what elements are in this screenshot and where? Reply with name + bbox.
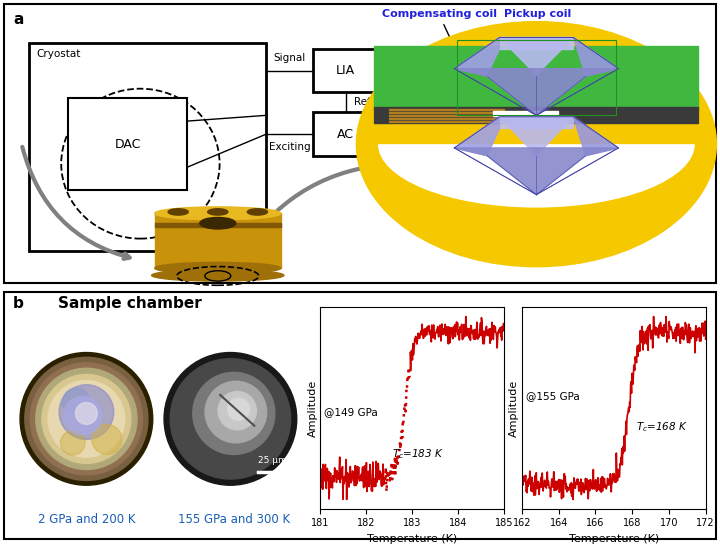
Circle shape xyxy=(92,424,122,454)
Bar xyxy=(389,112,504,113)
Bar xyxy=(374,113,698,114)
Bar xyxy=(374,109,698,110)
Circle shape xyxy=(30,363,143,475)
Text: 25 μm: 25 μm xyxy=(258,456,287,465)
Text: @149 GPa: @149 GPa xyxy=(324,407,378,417)
Bar xyxy=(389,115,504,116)
Text: 2 GPa and 200 K: 2 GPa and 200 K xyxy=(37,513,135,526)
Text: $T_c$=183 K: $T_c$=183 K xyxy=(392,448,444,461)
X-axis label: Temperature (K): Temperature (K) xyxy=(367,534,457,544)
Bar xyxy=(374,121,698,122)
Ellipse shape xyxy=(248,209,268,215)
Polygon shape xyxy=(454,148,618,195)
Text: b: b xyxy=(13,296,24,311)
Polygon shape xyxy=(454,69,618,115)
Ellipse shape xyxy=(356,22,716,267)
Circle shape xyxy=(24,357,148,480)
Circle shape xyxy=(193,372,275,454)
Text: DAC: DAC xyxy=(114,138,141,151)
Bar xyxy=(493,112,558,116)
Circle shape xyxy=(48,381,125,457)
Text: Ref: Ref xyxy=(354,97,371,107)
Polygon shape xyxy=(500,117,573,156)
Text: 155 GPa and 300 K: 155 GPa and 300 K xyxy=(178,513,290,526)
Ellipse shape xyxy=(168,209,189,215)
Text: Exciting: Exciting xyxy=(269,142,310,152)
Bar xyxy=(389,118,504,119)
Wedge shape xyxy=(378,144,695,208)
Text: $T_c$=168 K: $T_c$=168 K xyxy=(636,421,688,435)
Circle shape xyxy=(228,398,250,421)
Ellipse shape xyxy=(155,262,281,274)
Ellipse shape xyxy=(199,218,236,229)
Circle shape xyxy=(76,403,97,424)
Polygon shape xyxy=(500,117,573,128)
Bar xyxy=(374,117,698,119)
Polygon shape xyxy=(500,38,573,75)
Circle shape xyxy=(60,430,85,455)
Circle shape xyxy=(218,392,256,430)
Polygon shape xyxy=(454,117,500,156)
Polygon shape xyxy=(573,38,618,75)
Text: Compensating coil: Compensating coil xyxy=(382,9,497,65)
Bar xyxy=(29,44,266,251)
Text: Exciting coil: Exciting coil xyxy=(598,131,673,218)
Text: Cryostat: Cryostat xyxy=(36,49,81,59)
Ellipse shape xyxy=(155,207,281,220)
Circle shape xyxy=(170,358,291,479)
Polygon shape xyxy=(573,117,618,156)
Polygon shape xyxy=(500,38,573,49)
Bar xyxy=(155,223,281,227)
Text: a: a xyxy=(13,11,23,27)
Circle shape xyxy=(42,374,131,463)
Circle shape xyxy=(20,353,153,485)
Bar xyxy=(374,46,698,109)
Bar xyxy=(68,98,187,190)
Ellipse shape xyxy=(152,270,284,281)
Circle shape xyxy=(63,388,90,416)
Bar xyxy=(313,49,378,92)
Bar xyxy=(457,40,616,115)
Bar xyxy=(389,121,504,122)
Text: LIA: LIA xyxy=(336,64,355,77)
Bar xyxy=(389,109,504,110)
Circle shape xyxy=(64,397,102,435)
Ellipse shape xyxy=(207,209,228,215)
Circle shape xyxy=(36,368,137,469)
Text: AC: AC xyxy=(337,128,354,140)
X-axis label: Temperature (K): Temperature (K) xyxy=(569,534,659,544)
Bar xyxy=(374,111,698,112)
Y-axis label: Amplitude: Amplitude xyxy=(307,379,318,437)
Text: Signal: Signal xyxy=(274,53,306,64)
Polygon shape xyxy=(454,38,500,75)
Text: Sample chamber: Sample chamber xyxy=(58,296,202,311)
Circle shape xyxy=(59,385,114,440)
Circle shape xyxy=(164,353,297,485)
Text: Pickup coil: Pickup coil xyxy=(504,9,571,42)
Bar xyxy=(313,113,378,156)
Bar xyxy=(374,115,698,116)
Bar xyxy=(374,107,698,108)
Bar xyxy=(155,213,281,268)
Y-axis label: Amplitude: Amplitude xyxy=(509,379,519,437)
Circle shape xyxy=(205,381,266,443)
Bar xyxy=(374,119,698,120)
Text: @155 GPa: @155 GPa xyxy=(526,391,580,401)
